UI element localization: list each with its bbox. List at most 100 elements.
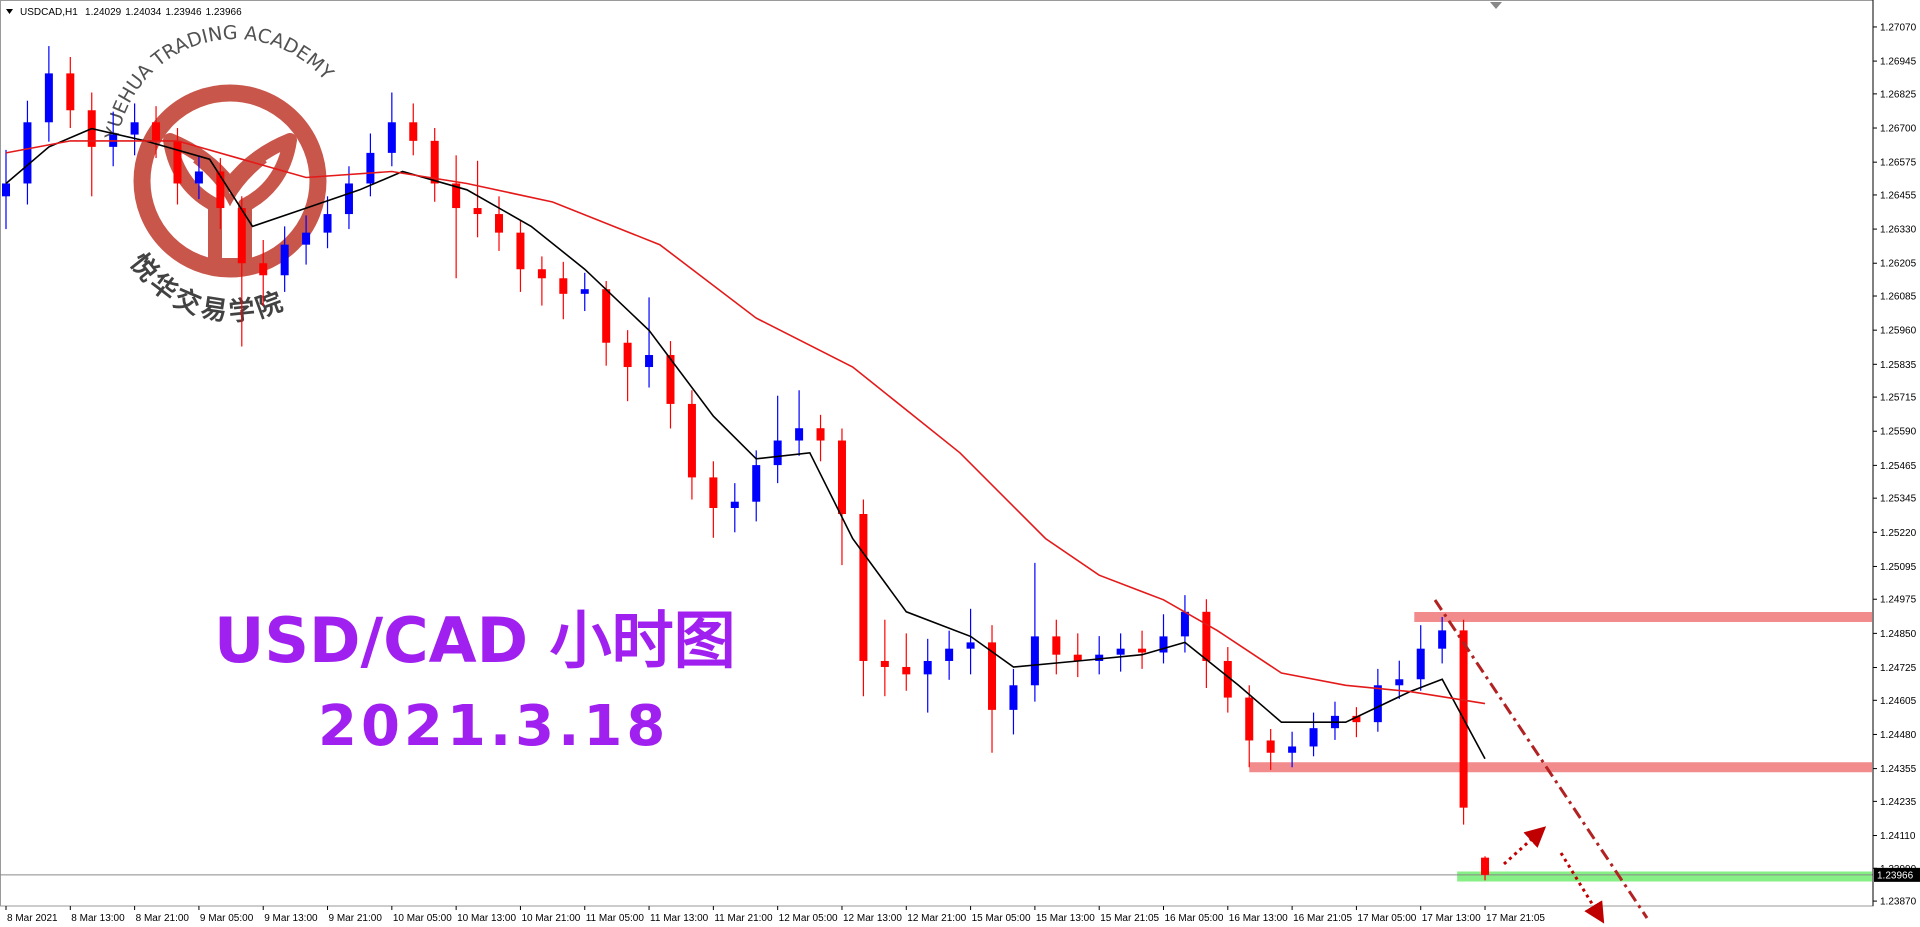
candle-body <box>816 428 825 441</box>
candle-body <box>473 208 482 215</box>
y-tick-label: 1.24725 <box>1880 663 1917 674</box>
candle-body <box>173 140 182 184</box>
candle-body <box>1180 611 1189 637</box>
y-tick-label: 1.24235 <box>1880 797 1917 808</box>
x-tick-label: 11 Mar 05:00 <box>586 913 645 924</box>
x-tick-label: 16 Mar 05:00 <box>1164 913 1223 924</box>
y-tick-label: 1.25345 <box>1880 494 1917 505</box>
chart-title: USD/CAD 小时图 <box>214 604 736 677</box>
candle-body <box>23 122 32 184</box>
candle-body <box>516 232 525 270</box>
candle-body <box>1352 715 1361 723</box>
y-tick-label: 1.25220 <box>1880 528 1917 539</box>
candle-body <box>559 278 568 294</box>
x-tick-label: 9 Mar 13:00 <box>264 913 318 924</box>
y-tick-label: 1.27070 <box>1880 22 1917 33</box>
annotation-arrows <box>1433 599 1649 924</box>
header-open: 1.24029 <box>85 7 122 18</box>
x-tick-label: 17 Mar 21:05 <box>1486 913 1545 924</box>
chart-subtitle: 2021.3.18 <box>318 694 669 759</box>
moving-average <box>5 140 1486 705</box>
x-tick-label: 12 Mar 21:00 <box>907 913 966 924</box>
current-price-label: 1.23966 <box>1877 870 1914 881</box>
candle-body <box>1309 728 1318 747</box>
candle-body <box>602 289 611 343</box>
candle-body <box>1395 679 1404 686</box>
candle-body <box>2 183 11 197</box>
x-tick-label: 15 Mar 21:05 <box>1100 913 1159 924</box>
price-zone <box>1414 611 1872 622</box>
current-price-box <box>1874 867 1920 882</box>
x-tick-label: 8 Mar 2021 <box>7 913 58 924</box>
candle-body <box>1095 654 1104 661</box>
candle-body <box>623 342 632 368</box>
candle-body <box>666 355 675 404</box>
candle-body <box>302 232 311 245</box>
x-tick-label: 10 Mar 05:00 <box>393 913 452 924</box>
y-tick-label: 1.24975 <box>1880 595 1917 606</box>
shift-marker <box>1490 2 1502 9</box>
price-zone <box>1457 871 1872 882</box>
symbol: USDCAD,H1 <box>20 7 78 18</box>
candle-body <box>902 666 911 675</box>
y-tick-label: 1.26455 <box>1880 190 1917 201</box>
x-tick-label: 8 Mar 21:00 <box>136 913 190 924</box>
x-tick-label: 17 Mar 13:00 <box>1422 913 1481 924</box>
candle-body <box>923 660 932 675</box>
x-tick-label: 10 Mar 21:00 <box>521 913 580 924</box>
x-tick-label: 15 Mar 13:00 <box>1036 913 1095 924</box>
y-tick-label: 1.25715 <box>1880 393 1917 404</box>
candle-body <box>194 171 203 184</box>
candle-body <box>580 289 589 294</box>
y-tick-label: 1.26205 <box>1880 259 1917 270</box>
y-tick-label: 1.24850 <box>1880 629 1917 640</box>
y-tick-label: 1.25465 <box>1880 461 1917 472</box>
candle-body <box>1159 636 1168 653</box>
candle-body <box>1266 740 1275 753</box>
candle-body <box>1138 648 1147 653</box>
y-tick-label: 1.26825 <box>1880 89 1917 100</box>
x-tick-label: 9 Mar 21:00 <box>329 913 383 924</box>
candle-body <box>795 428 804 441</box>
candle-body <box>988 642 997 710</box>
y-tick-label: 1.24355 <box>1880 764 1917 775</box>
header-close: 1.23966 <box>206 7 243 18</box>
candle-body <box>366 152 375 184</box>
candle-body <box>1373 685 1382 723</box>
x-tick-label: 10 Mar 13:00 <box>457 913 516 924</box>
y-tick-label: 1.24605 <box>1880 696 1917 707</box>
x-tick-label: 9 Mar 05:00 <box>200 913 254 924</box>
y-tick-label: 1.26575 <box>1880 158 1917 169</box>
candle-body <box>859 514 868 661</box>
x-tick-label: 17 Mar 05:00 <box>1357 913 1416 924</box>
x-tick-label: 12 Mar 13:00 <box>843 913 902 924</box>
candle-body <box>259 263 268 276</box>
candle-body <box>430 140 439 184</box>
candle-body <box>1052 636 1061 655</box>
candle-body <box>880 660 889 667</box>
trend-line <box>1433 599 1649 919</box>
y-tick-label: 1.23870 <box>1880 897 1917 908</box>
candle-body <box>1073 654 1082 661</box>
candle-body <box>216 171 225 209</box>
candle-body <box>1245 697 1254 741</box>
candle-body <box>130 122 139 135</box>
candle-body <box>323 214 332 233</box>
candle-body <box>1288 746 1297 753</box>
candle-body <box>687 403 696 478</box>
moving-average <box>5 127 1486 760</box>
candle-body <box>773 440 782 466</box>
candle-body <box>452 183 461 209</box>
candle-body <box>709 477 718 508</box>
candle-body <box>495 214 504 233</box>
candle-body <box>387 122 396 153</box>
candle-body <box>752 465 761 502</box>
candle-body <box>409 122 418 141</box>
candle-body <box>537 269 546 279</box>
x-tick-label: 16 Mar 21:05 <box>1293 913 1352 924</box>
candle-body <box>66 73 75 111</box>
candle-body <box>837 440 846 515</box>
candle-body <box>730 501 739 508</box>
